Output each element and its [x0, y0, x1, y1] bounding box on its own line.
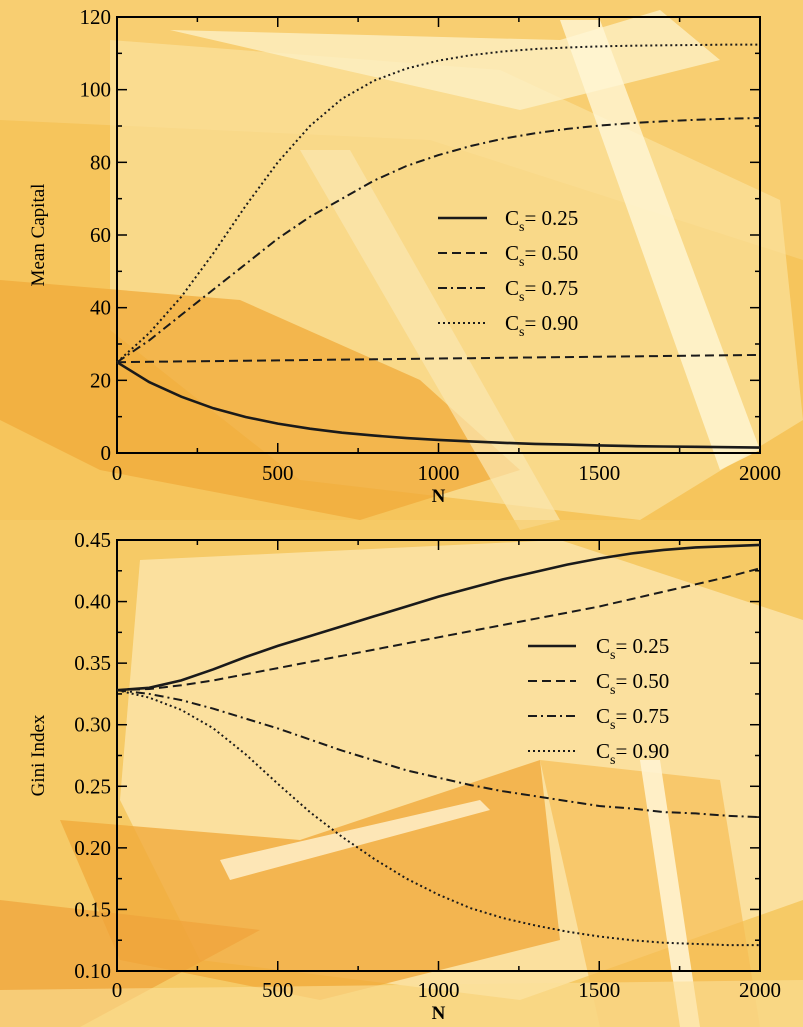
mean-capital-y-tick-label: 20	[90, 368, 111, 392]
gini-series-line-2	[116, 567, 761, 692]
mean-capital-legend: Cs= 0.25 Cs= 0.50 Cs= 0.75 Cs= 0.90	[438, 206, 578, 340]
mean-capital-y-tick-label: 60	[90, 223, 111, 247]
mean-capital-series-line-1	[116, 361, 761, 449]
gini-series-line-1	[116, 543, 761, 692]
gini-series-line-4	[116, 689, 760, 947]
mean-capital-series-line-3	[116, 117, 761, 364]
mean-capital-series-line-2	[116, 353, 761, 364]
mean-capital-x-tick-label: 0	[112, 461, 123, 485]
gini-index-chart: 0 500 1000 1500 2000 0.10 0.15 0.20 0.25 0.30 0.35…	[28, 528, 781, 1024]
mean-capital-y-tick-label: 100	[80, 78, 112, 102]
mean-capital-legend-label: Cs= 0.25	[505, 206, 578, 235]
mean-capital-x-tick-label: 500	[262, 461, 294, 485]
mean-capital-x-tick-label: 1500	[578, 461, 620, 485]
gini-x-axis-title: N	[432, 1003, 446, 1024]
gini-y-tick-label: 0.45	[74, 528, 111, 552]
gini-x-tick-label: 1000	[418, 978, 460, 1002]
gini-legend: Cs= 0.25 Cs= 0.50 Cs= 0.75 Cs= 0.90	[528, 634, 669, 768]
mean-capital-series-line-4	[116, 43, 760, 363]
gini-y-tick-label: 0.20	[74, 836, 111, 860]
gini-series-line-3	[116, 689, 761, 819]
mean-capital-legend-label: Cs= 0.90	[505, 311, 578, 340]
gini-legend-label: Cs= 0.50	[596, 669, 669, 698]
mean-capital-legend-label: Cs= 0.50	[505, 241, 578, 270]
mean-capital-x-axis-title: N	[432, 486, 446, 507]
gini-x-tick-label: 500	[262, 978, 294, 1002]
gini-legend-label: Cs= 0.75	[596, 704, 669, 733]
mean-capital-y-tick-label: 120	[80, 5, 112, 29]
mean-capital-y-tick-label: 80	[90, 150, 111, 174]
gini-y-tick-label: 0.10	[74, 959, 111, 983]
gini-y-tick-label: 0.35	[74, 651, 111, 675]
mean-capital-y-tick-label: 0	[101, 441, 112, 465]
mean-capital-x-tick-label: 1000	[418, 461, 460, 485]
mean-capital-y-axis-title: Mean Capital	[28, 184, 49, 287]
gini-legend-label: Cs= 0.90	[596, 739, 669, 768]
mean-capital-chart: 0 500 1000 1500 2000 0 20 40 60 80 100 120 N Mean Cap…	[28, 5, 781, 507]
gini-x-tick-label: 2000	[739, 978, 781, 1002]
gini-x-tick-label: 0	[112, 978, 123, 1002]
gini-y-tick-label: 0.40	[74, 590, 111, 614]
mean-capital-y-tick-label: 40	[90, 296, 111, 320]
gini-y-tick-label: 0.15	[74, 897, 111, 921]
gini-y-tick-label: 0.25	[74, 774, 111, 798]
gini-x-tick-label: 1500	[578, 978, 620, 1002]
gini-y-axis-title: Gini Index	[28, 714, 49, 796]
mean-capital-plot-frame	[116, 16, 761, 454]
mean-capital-legend-label: Cs= 0.75	[505, 276, 578, 305]
gini-y-tick-label: 0.30	[74, 713, 111, 737]
gini-legend-label: Cs= 0.25	[596, 634, 669, 663]
mean-capital-x-tick-label: 2000	[739, 461, 781, 485]
